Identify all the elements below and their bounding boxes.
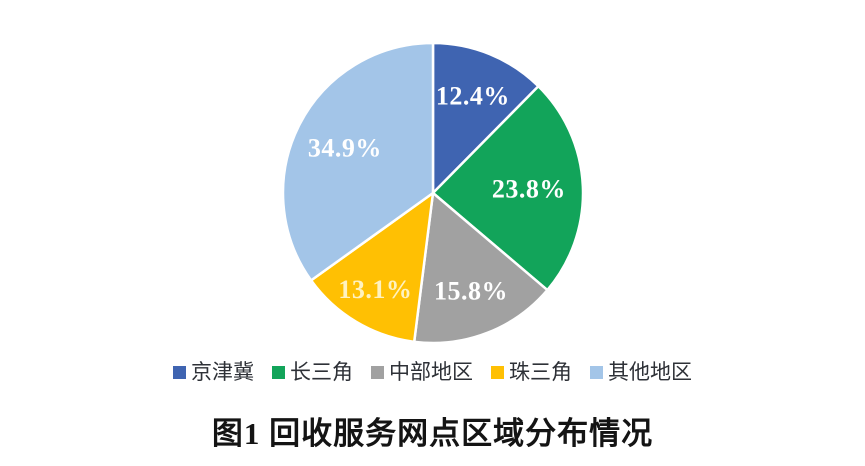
- chart-legend: 京津冀 长三角 中部地区 珠三角 其他地区: [0, 362, 865, 383]
- pie-slice-0: [431, 41, 540, 195]
- legend-item-4: 其他地区: [590, 362, 692, 383]
- pie-slice-value-label: 23.8%: [492, 174, 566, 203]
- legend-swatch-icon: [491, 366, 504, 379]
- chart-caption: 图1 回收服务网点区域分布情况: [211, 416, 654, 451]
- pie-slice-value-label: 13.1%: [338, 275, 412, 304]
- legend-swatch-icon: [173, 366, 186, 379]
- legend-label: 珠三角: [509, 360, 572, 384]
- legend-swatch-icon: [272, 366, 285, 379]
- legend-item-1: 长三角: [272, 362, 353, 383]
- legend-item-3: 珠三角: [491, 362, 572, 383]
- pie-slice-value-label: 12.4%: [436, 81, 510, 110]
- pie-slice-1: [431, 85, 585, 292]
- legend-label: 其他地区: [608, 360, 692, 384]
- legend-swatch-icon: [590, 366, 603, 379]
- legend-label: 长三角: [290, 360, 353, 384]
- pie-chart: 12.4% 23.8% 15.8% 13.1% 34.9%: [281, 41, 585, 345]
- legend-item-2: 中部地区: [371, 362, 473, 383]
- pie-slice-4: [281, 41, 435, 282]
- pie-slice-value-label: 34.9%: [308, 133, 382, 162]
- pie-slice-value-label: 15.8%: [434, 276, 508, 305]
- pie-slice-2: [412, 191, 549, 345]
- pie-slice-3: [309, 191, 435, 344]
- legend-item-0: 京津冀: [173, 362, 254, 383]
- legend-label: 京津冀: [191, 360, 254, 384]
- legend-swatch-icon: [371, 366, 384, 379]
- legend-label: 中部地区: [389, 360, 473, 384]
